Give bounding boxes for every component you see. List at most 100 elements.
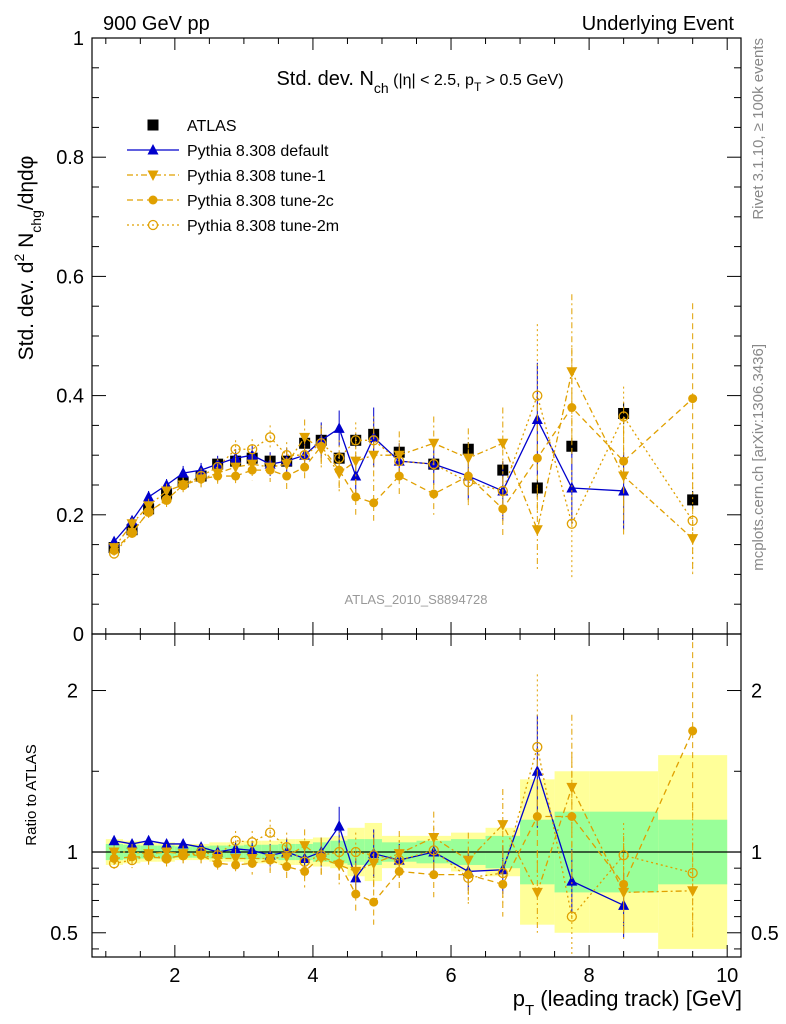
legend-item-tune2m: Pythia 8.308 tune-2m xyxy=(127,218,339,235)
x-tick-label: 6 xyxy=(445,965,456,987)
main-series-default xyxy=(108,362,630,547)
ratio-point-tune2c xyxy=(247,858,257,868)
ratio-y-tick-label-left: 1 xyxy=(67,842,78,864)
legend-marker-atlas xyxy=(147,119,159,131)
legend-marker-tune1 xyxy=(147,170,159,181)
main-point-tune2m xyxy=(161,494,172,506)
ratio-point-tune2m xyxy=(428,845,439,856)
ratio-point-tune2m xyxy=(394,854,405,866)
ratio-series-default xyxy=(108,714,630,938)
ratio-panel: 2 4 6 8 10 0.5 0.5 1 1 2 2 xyxy=(50,633,779,987)
main-point-tune2m xyxy=(195,470,207,482)
ratio-y-tick-label-right: 0.5 xyxy=(751,923,779,945)
ratio-point-tune2m xyxy=(532,741,543,753)
header-right-label: Underlying Event xyxy=(582,13,735,35)
main-y-tick-label: 0.6 xyxy=(56,266,84,288)
legend-marker-default xyxy=(147,144,159,155)
ratio-point-tune2m xyxy=(334,846,345,858)
ratio-point-tune2m xyxy=(161,853,172,864)
ratio-point-tune2c xyxy=(532,811,542,821)
main-point-tune1 xyxy=(350,456,362,468)
main-point-tune2c xyxy=(178,480,188,490)
ratio-point-tune2m xyxy=(177,850,189,861)
main-point-tune1 xyxy=(531,525,543,536)
main-point-tune2m xyxy=(566,518,577,529)
ratio-point-tune2m xyxy=(350,846,361,858)
legend-item-tune1: Pythia 8.308 tune-1 xyxy=(127,168,326,185)
plot-title: Std. dev. Nch (|η| < 2.5, pT > 0.5 GeV) xyxy=(276,68,563,96)
ratio-point-tune2c xyxy=(231,860,241,870)
plot-title-rest: (|η| < 2.5, p xyxy=(389,72,474,89)
main-point-tune2m xyxy=(108,548,120,559)
ratio-point-tune2c xyxy=(351,889,361,899)
ratio-y-tick-label-left: 0.5 xyxy=(50,923,78,945)
main-point-tune1 xyxy=(368,450,380,462)
legend-label-atlas: ATLAS xyxy=(187,118,237,135)
main-point-tune2m xyxy=(334,453,345,464)
main-line-tune1 xyxy=(113,369,694,548)
legend-label-default: Pythia 8.308 default xyxy=(187,143,329,160)
legend-item-default: Pythia 8.308 default xyxy=(127,143,329,160)
main-point-tune2c xyxy=(282,471,292,481)
ratio-point-tune2m xyxy=(368,850,379,861)
legend-label-tune2c: Pythia 8.308 tune-2c xyxy=(187,193,334,210)
main-point-tune2m xyxy=(299,450,310,461)
main-point-tune2c xyxy=(351,492,361,502)
main-point-tune2c xyxy=(498,504,508,514)
main-point-tune2c xyxy=(231,471,241,481)
main-point-tune2m xyxy=(687,515,698,526)
ratio-point-default xyxy=(195,841,207,852)
ratio-y-tick-label-right: 2 xyxy=(751,681,762,703)
legend-item-atlas: ATLAS xyxy=(147,118,237,135)
x-axis-label-main: p xyxy=(513,986,525,1011)
legend-item-tune2c: Pythia 8.308 tune-2c xyxy=(127,193,334,210)
x-tick-label: 10 xyxy=(716,965,738,987)
main-point-tune2c xyxy=(532,453,542,463)
ratio-point-tune2m xyxy=(316,850,327,861)
main-point-tune2m xyxy=(264,432,276,443)
x-tick-label: 8 xyxy=(584,965,595,987)
main-point-tune1 xyxy=(618,471,630,483)
ratio-point-tune2c xyxy=(162,853,172,863)
main-point-tune2m xyxy=(212,461,223,473)
main-point-default xyxy=(333,422,345,433)
ratio-point-tune2m xyxy=(247,837,258,848)
ratio-point-tune2c xyxy=(265,855,275,865)
ratio-point-default xyxy=(126,837,138,849)
ratio-point-tune2c xyxy=(688,726,698,736)
ratio-point-tune1 xyxy=(566,782,578,794)
ratio-point-tune2m xyxy=(618,850,629,861)
main-point-tune2m xyxy=(463,476,474,488)
analysis-id: ATLAS_2010_S8894728 xyxy=(345,592,488,607)
main-point-tune1 xyxy=(126,519,138,530)
x-axis-label: pT (leading track) [GeV] xyxy=(513,986,742,1019)
ratio-point-default xyxy=(566,875,578,886)
main-point-tune2c xyxy=(369,498,379,508)
ratio-y-tick-label-right: 1 xyxy=(751,842,762,864)
ratio-point-default xyxy=(177,837,189,849)
ratio-point-tune2m xyxy=(299,856,310,867)
main-point-tune2c xyxy=(394,471,404,481)
ratio-series-tune2m xyxy=(108,674,698,957)
ratio-point-default xyxy=(161,837,173,849)
main-point-tune2m xyxy=(497,485,508,497)
ratio-point-tune2c xyxy=(567,811,577,821)
main-point-tune1 xyxy=(497,438,509,450)
x-axis-label-sub: T xyxy=(525,1002,534,1019)
main-point-tune2c xyxy=(619,456,629,466)
main-point-default xyxy=(177,467,189,478)
x-tick-label: 4 xyxy=(307,965,318,987)
ratio-point-tune2m xyxy=(195,846,207,858)
ratio-point-tune2m xyxy=(143,850,154,861)
ratio-point-tune2m xyxy=(212,850,223,861)
ratio-point-tune1 xyxy=(531,887,543,899)
main-point-tune2m xyxy=(143,506,154,517)
ratio-point-tune2c xyxy=(282,862,292,872)
main-panel: 0 0.2 0.4 0.6 0.8 1 xyxy=(56,28,742,646)
ratio-point-default xyxy=(108,834,120,846)
main-point-tune2m xyxy=(532,390,543,401)
main-point-tune2m xyxy=(428,458,439,470)
main-point-tune2m xyxy=(316,438,327,449)
legend-marker-tune2m xyxy=(147,219,159,231)
